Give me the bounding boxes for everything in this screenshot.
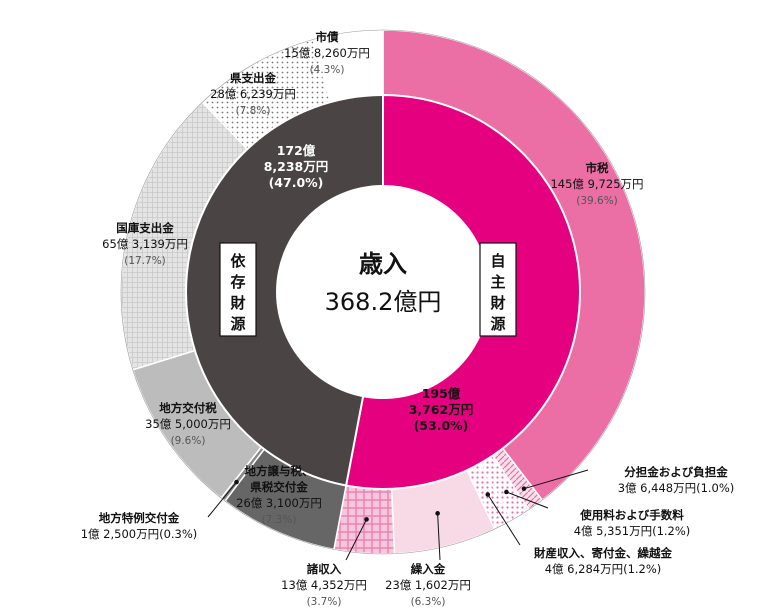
prefectural-subsidy: 県支出金 28億 6,239万円 (7.8%) — [210, 71, 296, 117]
property-donations-name: 財産収入、寄付金、繰越金 — [533, 546, 672, 560]
local-allocation-tax: 地方交付税 35億 5,000万円 (9.6%) — [145, 401, 231, 447]
transferred-taxes-name-line1: 地方譲与税、 — [245, 464, 314, 478]
prefectural-subsidy-percent: (7.8%) — [236, 105, 271, 117]
prefectural-subsidy-name: 県支出金 — [230, 71, 276, 85]
own-revenue-amount-percent: (53.0%) — [414, 418, 469, 433]
center-title: 歳入 — [359, 250, 407, 278]
local-allocation-tax-amount: 35億 5,000万円 — [145, 417, 231, 431]
fees-name: 使用料および手数料 — [579, 508, 684, 522]
svg-text:依存財源: 依存財源 — [229, 252, 246, 333]
own-revenue-amount-amount-line2: 3,762万円 — [409, 402, 474, 417]
leader-special-grant — [207, 481, 237, 518]
misc-income: 諸収入 13億 4,352万円 (3.7%) — [281, 562, 367, 608]
shares-burdens: 分担金および負担金 3億 6,448万円(1.0%) — [618, 465, 735, 495]
transfers-name: 繰入金 — [411, 562, 446, 576]
dependent-revenue-label: 依存財源 — [219, 242, 257, 337]
misc-income-percent: (3.7%) — [307, 596, 342, 608]
transferred-taxes-amount: 26億 3,100万円 — [236, 496, 322, 510]
outer-ring-border — [120, 29, 646, 555]
prefectural-subsidy-amount: 28億 6,239万円 — [210, 87, 296, 101]
national-subsidy: 国庫支出金 65億 3,139万円 (17.7%) — [102, 221, 188, 267]
center-total: 368.2億円 — [325, 288, 442, 316]
national-subsidy-amount: 65億 3,139万円 — [102, 237, 188, 251]
leader-dot-misc-income — [364, 517, 369, 522]
own-revenue-label: 自主財源 — [479, 242, 517, 337]
misc-income-amount: 13億 4,352万円 — [281, 578, 367, 592]
local-allocation-tax-percent: (9.6%) — [171, 435, 206, 447]
leader-dot-fees — [504, 489, 509, 495]
leader-transfers — [437, 513, 441, 561]
fees-amount: 4億 5,351万円(1.2%) — [574, 524, 691, 538]
property-donations: 財産収入、寄付金、繰越金 4億 6,284万円(1.2%) — [533, 546, 672, 576]
own-revenue-amount-amount-line1: 195億 — [422, 386, 461, 401]
transferred-taxes: 地方譲与税、県税交付金 26億 3,100万円 (7.3%) — [236, 464, 322, 526]
shares-burdens-name: 分担金および負担金 — [624, 465, 728, 479]
city-tax-name: 市税 — [586, 161, 609, 175]
city-tax-percent: (39.6%) — [576, 195, 618, 207]
dependent-revenue-amount-amount-line1: 172億 — [277, 143, 316, 158]
national-subsidy-percent: (17.7%) — [124, 255, 166, 267]
transfers-percent: (6.3%) — [411, 596, 446, 608]
city-tax: 市税 145億 9,725万円 (39.6%) — [550, 161, 643, 207]
leader-lines — [207, 469, 589, 561]
leader-dot-transfers — [435, 511, 440, 516]
shares-burdens-amount: 3億 6,448万円(1.0%) — [618, 481, 735, 495]
municipal-bonds-percent: (4.3%) — [310, 64, 345, 76]
municipal-bonds: 市債 15億 8,260万円 (4.3%) — [284, 30, 370, 76]
special-grant-amount: 1億 2,500万円(0.3%) — [81, 527, 198, 541]
leader-fees — [506, 491, 549, 509]
municipal-bonds-name: 市債 — [316, 30, 339, 44]
dependent-revenue-amount-percent: (47.0%) — [269, 175, 324, 190]
local-allocation-tax-name: 地方交付税 — [159, 401, 217, 415]
property-donations-amount: 4億 6,284万円(1.2%) — [545, 562, 662, 576]
center-hole — [276, 185, 490, 399]
misc-income-name: 諸収入 — [307, 562, 342, 576]
leader-shares-burdens — [523, 469, 589, 490]
transferred-taxes-name-line2: 県税交付金 — [250, 480, 308, 494]
transfers: 繰入金 23億 1,602万円 (6.3%) — [385, 562, 471, 608]
transferred-taxes-percent: (7.3%) — [262, 514, 297, 526]
svg-text:自主財源: 自主財源 — [489, 252, 505, 333]
outer-ring — [120, 29, 646, 555]
leader-misc-income — [345, 519, 367, 561]
dependent-revenue-amount-amount-line2: 8,238万円 — [264, 159, 329, 174]
special-grant: 地方特例交付金 1億 2,500万円(0.3%) — [81, 511, 198, 541]
leader-dot-property-donations — [485, 492, 491, 497]
leader-dot-special-grant — [234, 479, 239, 485]
special-grant-name: 地方特例交付金 — [99, 511, 180, 525]
city-tax-amount: 145億 9,725万円 — [550, 177, 643, 191]
leader-dot-shares-burdens — [521, 486, 527, 491]
fees: 使用料および手数料 4億 5,351万円(1.2%) — [574, 508, 691, 538]
transfers-amount: 23億 1,602万円 — [385, 578, 471, 592]
leader-property-donations — [487, 494, 521, 546]
municipal-bonds-amount: 15億 8,260万円 — [284, 46, 370, 60]
national-subsidy-name: 国庫支出金 — [116, 221, 174, 235]
